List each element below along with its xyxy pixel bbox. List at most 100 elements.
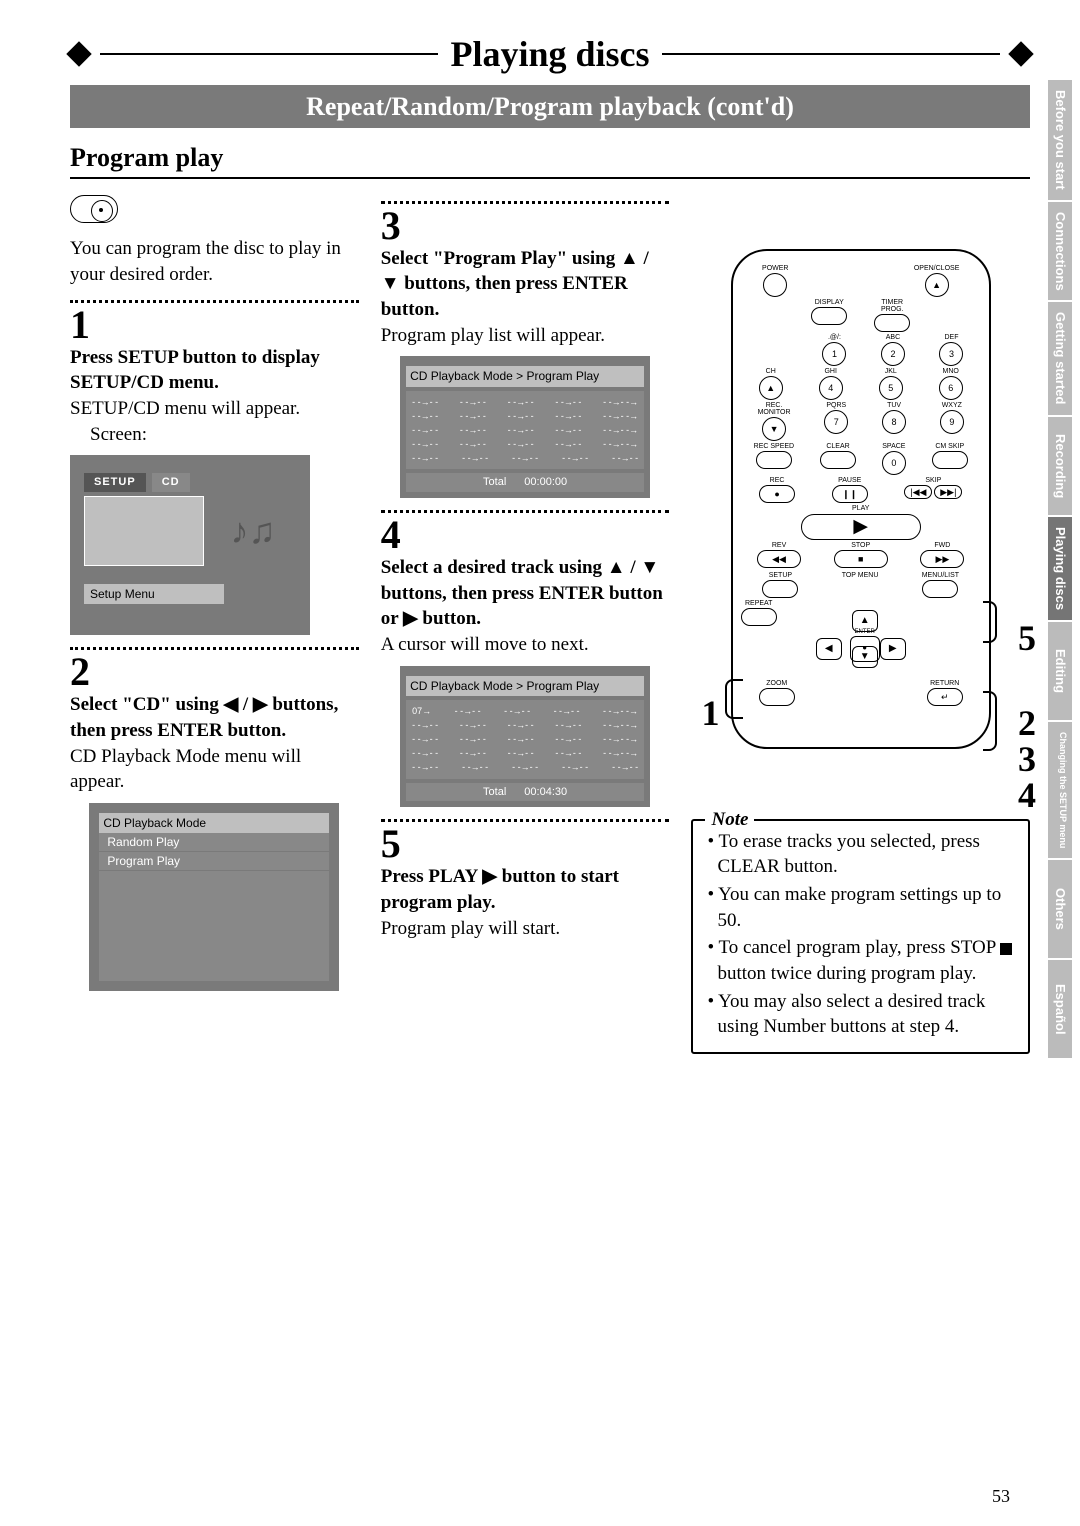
- enter-button: ENTER●: [850, 636, 880, 662]
- divider: [381, 819, 670, 822]
- remote-label: SETUP: [769, 572, 792, 579]
- zoom-button: [759, 688, 795, 706]
- num-3-button: 3: [939, 342, 963, 366]
- note-item: You can make program set­tings up to 50.: [707, 882, 1018, 933]
- dpad-right: ▶: [880, 638, 906, 660]
- step1-result: SETUP/CD menu will appear.: [70, 396, 359, 422]
- program-play-list-2: CD Playback Mode > Program Play 07→- -→-…: [400, 666, 650, 808]
- remote-label: JKL: [885, 368, 897, 375]
- divider: [70, 300, 359, 303]
- page-number: 53: [992, 1484, 1010, 1508]
- remote-label: SKIP: [925, 477, 941, 484]
- ornament-diamond-left: [66, 42, 91, 67]
- intro-text: You can program the disc to play in your…: [70, 236, 359, 287]
- total-label: Total: [483, 475, 506, 490]
- selected-track: 07→: [412, 705, 431, 717]
- remote-label: FWD: [934, 542, 950, 549]
- remote-label: CH: [766, 368, 776, 375]
- screen-tab-cd: CD: [152, 473, 190, 492]
- remote-label: ZOOM: [766, 680, 787, 687]
- remote-label: REC. MONITOR: [758, 402, 791, 416]
- step1-number: 1: [70, 305, 359, 345]
- remote-label: TOP MENU: [842, 572, 879, 579]
- program-play-list-1: CD Playback Mode > Program Play - -→- --…: [400, 356, 650, 498]
- total-time: 00:04:30: [524, 785, 567, 800]
- subtitle-bar: Repeat/Random/Program playback (cont'd): [70, 85, 1030, 128]
- repeat-button: [741, 608, 777, 626]
- step3-result: Program play list will appear.: [381, 323, 670, 349]
- stop-icon: [1000, 943, 1012, 955]
- section-heading: Program play: [70, 140, 1030, 179]
- column-1: You can program the disc to play in your…: [70, 189, 359, 1054]
- side-tabs: Before you start Connections Getting sta…: [1048, 80, 1072, 1060]
- num-6-button: 6: [939, 376, 963, 400]
- note-item: To cancel program play, press STOP butto…: [707, 935, 1018, 986]
- callout-5: 5: [1018, 614, 1036, 663]
- step1-instruction: Press SETUP button to dis­play SETUP/CD …: [70, 345, 359, 396]
- tab-connections: Connections: [1048, 202, 1072, 303]
- tab-setup-menu: Changing the SETUP menu: [1048, 722, 1072, 860]
- step2-instruction: Select "CD" using ◀ / ▶ but­tons, then p…: [70, 692, 359, 743]
- remote-label: SPACE: [882, 443, 905, 450]
- list-item: Program Play: [99, 852, 329, 871]
- pause-button: ❙❙: [832, 485, 868, 503]
- recspeed-button: [756, 451, 792, 469]
- step4-number: 4: [381, 515, 670, 555]
- menulist-button: [922, 580, 958, 598]
- screen-panel-setup: [84, 496, 204, 566]
- fwd-button: ▶▶: [920, 550, 964, 568]
- step4-instruction: Select a desired track using ▲ / ▼ butto…: [381, 555, 670, 632]
- tab-recording: Recording: [1048, 417, 1072, 517]
- remote-label: WXYZ: [942, 402, 962, 409]
- tab-playing-discs: Playing discs: [1048, 517, 1072, 622]
- setup-button: [762, 580, 798, 598]
- screen-label: Screen:: [90, 422, 359, 448]
- cd-playback-mode-box: CD Playback Mode Random Play Program Pla…: [89, 803, 339, 992]
- step5-number: 5: [381, 824, 670, 864]
- cmskip-button: [932, 451, 968, 469]
- num-8-button: 8: [882, 410, 906, 434]
- num-7-button: 7: [824, 410, 848, 434]
- divider: [381, 201, 670, 204]
- note-title: Note: [705, 807, 754, 833]
- power-button: [763, 273, 787, 297]
- stop-button: ■: [834, 550, 888, 568]
- screen-tab-setup: SETUP: [84, 473, 146, 492]
- remote-label: DEF: [944, 334, 958, 341]
- callout-1: 1: [701, 689, 719, 738]
- num-9-button: 9: [940, 410, 964, 434]
- remote-label: RETURN: [930, 680, 959, 687]
- remote-label: TUV: [887, 402, 901, 409]
- step5-instruction: Press PLAY ▶ button to start program pla…: [381, 864, 670, 915]
- remote-label: DISPLAY: [815, 299, 844, 306]
- tab-espanol: Español: [1048, 960, 1072, 1060]
- step5-result: Program play will start.: [381, 916, 670, 942]
- timer-button: [874, 314, 910, 332]
- num-4-button: 4: [819, 376, 843, 400]
- total-label: Total: [483, 785, 506, 800]
- step3-instruction: Select "Program Play" using ▲ / ▼ button…: [381, 246, 670, 323]
- remote-label: REPEAT: [745, 600, 773, 607]
- remote-label: PLAY: [741, 505, 981, 512]
- num-0-button: 0: [882, 451, 906, 475]
- skip-prev-button: |◀◀: [904, 485, 932, 499]
- note-item: To erase tracks you selected, press CLEA…: [707, 829, 1018, 880]
- divider: [381, 510, 670, 513]
- ornament-diamond-right: [1008, 42, 1033, 67]
- divider: [70, 647, 359, 650]
- tab-before-you-start: Before you start: [1048, 80, 1072, 202]
- return-button: ↵: [927, 688, 963, 706]
- setup-screen-illustration: SETUP CD ♪♫ Setup Menu: [70, 455, 310, 635]
- remote-label: PQRS: [826, 402, 846, 409]
- note-box: Note To erase tracks you selected, press…: [691, 819, 1030, 1054]
- cd-icon: [70, 195, 118, 223]
- remote-label: REC: [770, 477, 785, 484]
- remote-label: POWER: [762, 265, 788, 272]
- callout-4: 4: [1018, 771, 1036, 820]
- remote-label: CM SKIP: [935, 443, 964, 450]
- rev-button: ◀◀: [757, 550, 801, 568]
- list-item: Random Play: [99, 833, 329, 852]
- remote-label: STOP: [851, 542, 870, 549]
- skip-next-button: ▶▶|: [934, 485, 962, 499]
- tab-others: Others: [1048, 860, 1072, 960]
